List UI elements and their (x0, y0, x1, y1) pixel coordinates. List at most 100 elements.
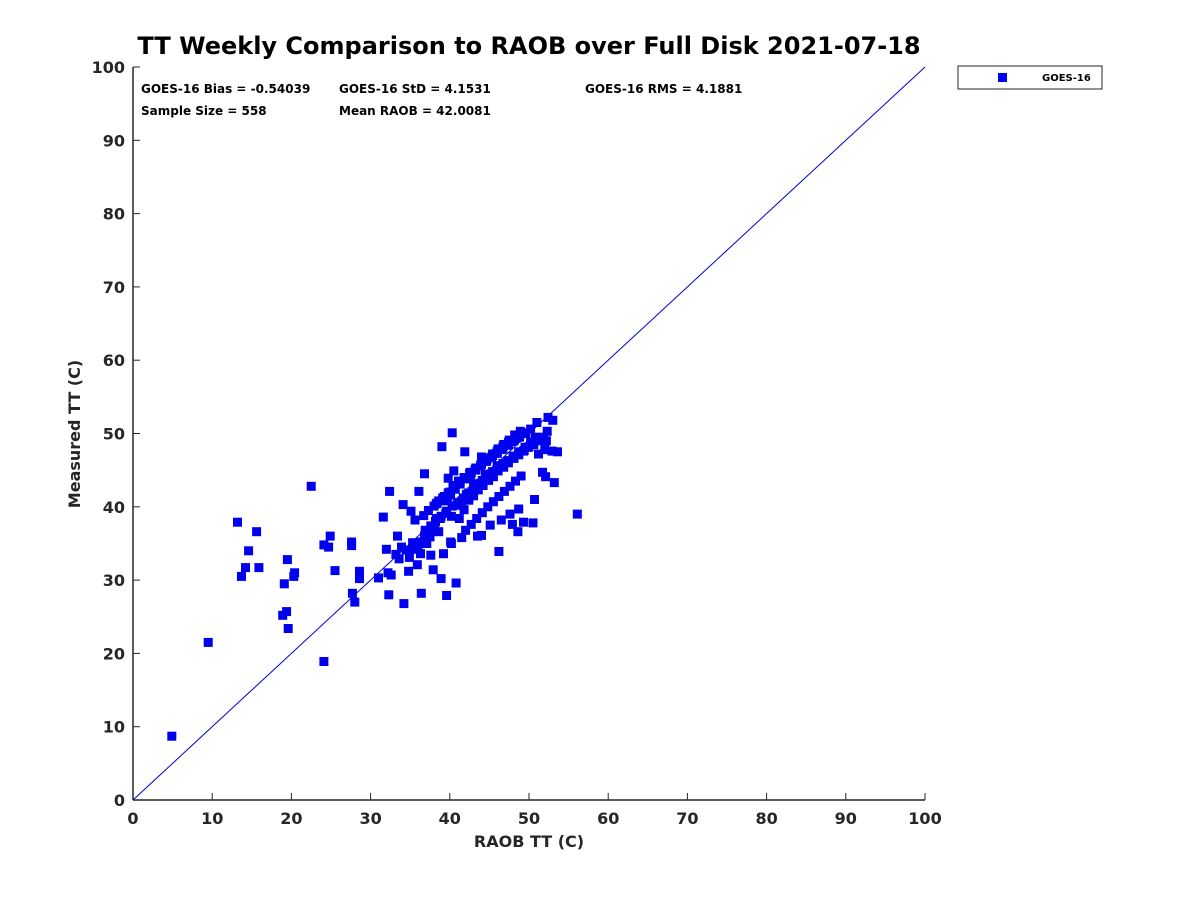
data-point (526, 424, 536, 434)
data-point (420, 525, 430, 535)
data-point (494, 547, 504, 556)
data-point (446, 539, 456, 548)
data-point (459, 473, 469, 482)
data-point (446, 511, 456, 521)
data-point (507, 519, 517, 529)
data-point (374, 573, 383, 583)
data-point (543, 412, 553, 422)
data-point (404, 566, 414, 576)
data-point (355, 574, 364, 584)
data-point (487, 452, 497, 462)
data-point (445, 487, 455, 497)
data-point (541, 436, 551, 446)
data-point (519, 517, 528, 527)
data-point (437, 442, 447, 452)
data-point (475, 478, 485, 488)
data-point (412, 560, 422, 570)
data-point (319, 657, 329, 666)
data-point (481, 456, 491, 466)
data-point (473, 531, 482, 541)
data-point (486, 469, 496, 479)
data-point (526, 437, 536, 447)
data-point (408, 538, 418, 548)
data-point (509, 436, 519, 446)
data-point (244, 546, 254, 556)
legend-label-goes16: GOES-16 (1042, 73, 1091, 84)
data-point (447, 501, 457, 511)
x-tick-label: 70 (676, 809, 698, 828)
x-tick-label: 30 (359, 809, 381, 828)
data-point (454, 514, 464, 523)
data-point (540, 445, 550, 455)
x-ticks: 0 10 20 30 40 50 60 70 80 90 100 (127, 793, 942, 828)
y-tick-label: 100 (92, 58, 125, 77)
data-point (492, 461, 502, 471)
data-point (460, 447, 470, 457)
data-point (449, 466, 459, 476)
data-point (466, 519, 476, 529)
data-point (282, 555, 292, 565)
data-point (406, 506, 416, 516)
data-point (513, 527, 523, 537)
data-point (350, 597, 360, 607)
y-tick-label: 70 (103, 278, 125, 297)
data-point (378, 512, 388, 522)
sample-size-stat: Sample Size = 558 (141, 104, 267, 118)
data-point (442, 591, 452, 600)
data-point (448, 481, 458, 490)
data-point (399, 599, 409, 609)
data-point (453, 497, 463, 507)
data-point (503, 440, 513, 450)
data-point (355, 566, 364, 576)
x-tick-label: 50 (518, 809, 540, 828)
data-point (472, 514, 482, 523)
data-point (330, 566, 340, 576)
x-tick-label: 0 (127, 809, 138, 828)
data-point (497, 461, 507, 471)
x-axis-label: RAOB TT (C) (474, 832, 584, 851)
chart-title: TT Weekly Comparison to RAOB over Full D… (137, 32, 920, 60)
data-point (505, 481, 515, 491)
legend: GOES-16 (957, 65, 1103, 90)
data-point (483, 502, 493, 512)
data-point (465, 468, 475, 478)
data-point (477, 452, 486, 462)
data-point (454, 476, 463, 486)
data-point (469, 479, 479, 489)
data-point (534, 449, 543, 459)
data-point (252, 527, 262, 537)
y-tick-label: 30 (103, 571, 125, 590)
data-point (447, 428, 457, 438)
data-point (494, 492, 504, 501)
data-point (541, 472, 551, 482)
data-point (420, 469, 429, 479)
data-point (496, 515, 506, 525)
x-tick-label: 90 (835, 809, 857, 828)
data-point (548, 415, 558, 425)
data-point (428, 565, 438, 575)
y-tick-label: 90 (103, 131, 125, 150)
data-point (420, 531, 429, 541)
data-point (416, 537, 426, 547)
data-point (457, 533, 467, 543)
data-point (426, 550, 436, 560)
data-point (520, 442, 530, 452)
data-point (324, 542, 334, 552)
data-point (394, 554, 404, 564)
data-point (530, 495, 539, 504)
data-point (464, 488, 474, 498)
y-axis-label: Measured TT (C) (65, 360, 84, 508)
data-point (319, 540, 329, 550)
data-point (384, 590, 394, 600)
x-tick-label: 100 (908, 809, 941, 828)
data-point (381, 544, 391, 554)
data-point (443, 473, 453, 483)
data-point (385, 486, 395, 496)
data-point (401, 545, 411, 555)
data-point (459, 505, 469, 515)
bias-stat: GOES-16 Bias = -0.54039 (141, 82, 310, 96)
data-point (426, 521, 436, 531)
data-point (553, 447, 562, 457)
y-tick-label: 50 (103, 425, 125, 444)
data-point (347, 588, 357, 598)
